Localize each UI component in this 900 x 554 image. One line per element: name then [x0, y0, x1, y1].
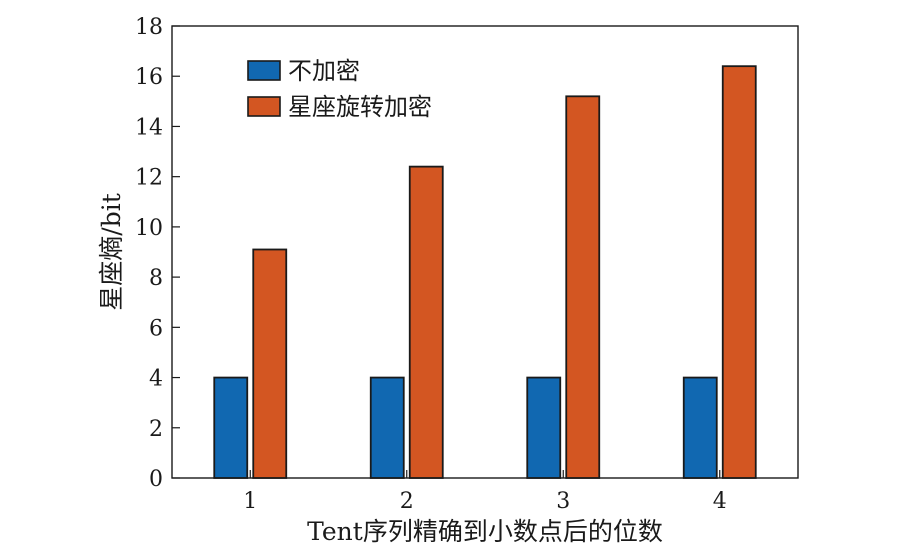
- bar-plain-4: [682, 376, 718, 479]
- x-tick-label: 4: [713, 489, 727, 514]
- y-tick-label: 10: [135, 216, 163, 241]
- x-axis-label: Tent序列精确到小数点后的位数: [307, 517, 663, 546]
- y-tick-label: 16: [135, 65, 163, 90]
- y-tick-label: 0: [149, 467, 163, 492]
- x-tick-label: 3: [556, 489, 570, 514]
- legend-label: 星座旋转加密: [288, 93, 432, 121]
- plot-area: [171, 25, 799, 479]
- y-axis-label: 星座熵/bit: [97, 193, 126, 310]
- x-tick-label: 1: [243, 489, 257, 514]
- y-tick-label: 2: [149, 417, 163, 442]
- bar-encrypted-1: [252, 248, 288, 479]
- bar-encrypted-2: [408, 165, 444, 479]
- x-tick-label: 2: [400, 489, 414, 514]
- bar-plain-3: [526, 376, 562, 479]
- y-tick-label: 18: [135, 15, 163, 40]
- y-tick-label: 8: [149, 266, 163, 291]
- bar-encrypted-4: [721, 65, 757, 479]
- legend-label: 不加密: [288, 57, 360, 85]
- plot-frame: [171, 25, 799, 479]
- y-tick-label: 4: [149, 367, 163, 392]
- legend-swatch: [247, 96, 281, 117]
- legend-swatch: [247, 60, 281, 81]
- y-tick-label: 14: [135, 115, 163, 140]
- y-tick-label: 6: [149, 316, 163, 341]
- bar-plain-2: [369, 376, 405, 479]
- bar-encrypted-3: [565, 95, 601, 479]
- y-tick-label: 12: [135, 166, 163, 191]
- bars-group: [213, 65, 757, 479]
- bar-plain-1: [213, 376, 249, 479]
